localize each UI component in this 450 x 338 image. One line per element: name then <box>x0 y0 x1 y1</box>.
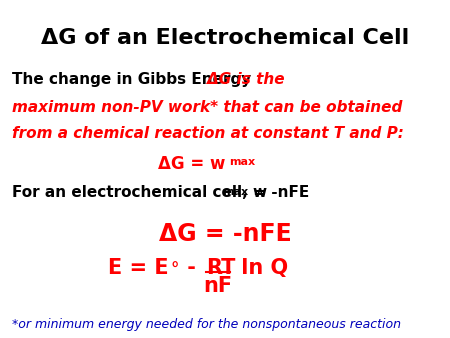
Text: from a chemical reaction at constant T and P:: from a chemical reaction at constant T a… <box>12 126 404 141</box>
Text: max: max <box>222 187 248 197</box>
Text: max: max <box>229 157 255 167</box>
Text: RT: RT <box>206 258 235 278</box>
Text: maximum non-PV work* that can be obtained: maximum non-PV work* that can be obtaine… <box>12 100 402 115</box>
Text: ln Q: ln Q <box>234 258 288 278</box>
Text: ΔG is the: ΔG is the <box>207 72 284 87</box>
Text: The change in Gibbs Energy: The change in Gibbs Energy <box>12 72 256 87</box>
Text: E = E: E = E <box>108 258 169 278</box>
Text: ΔG of an Electrochemical Cell: ΔG of an Electrochemical Cell <box>41 28 409 48</box>
Text: *or minimum energy needed for the nonspontaneous reaction: *or minimum energy needed for the nonspo… <box>12 318 401 331</box>
Text: ΔG = w: ΔG = w <box>158 155 225 173</box>
Text: °: ° <box>170 262 178 280</box>
Text: For an electrochemical cell, w: For an electrochemical cell, w <box>12 185 267 200</box>
Text: = -nFE: = -nFE <box>248 185 309 200</box>
Text: ΔG = -nFE: ΔG = -nFE <box>158 222 292 246</box>
Text: nF: nF <box>203 276 233 296</box>
Text: -: - <box>180 258 203 278</box>
